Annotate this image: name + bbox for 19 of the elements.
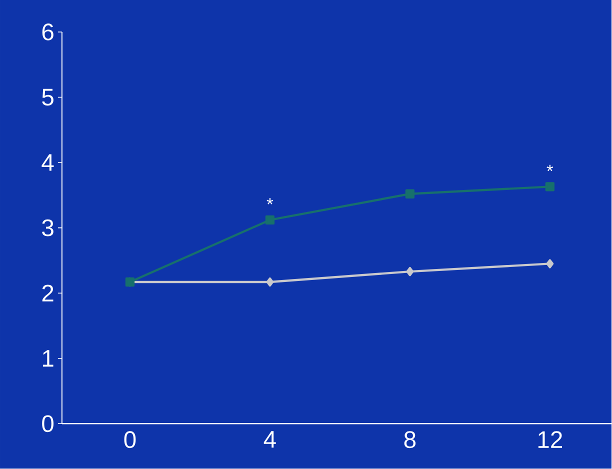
- point: [546, 259, 554, 268]
- x-tick-label: 8: [404, 431, 416, 448]
- point: [406, 267, 414, 276]
- x-tick-label: 12: [538, 431, 562, 448]
- x-tick-label: 4: [264, 431, 276, 448]
- point: [266, 278, 274, 287]
- y-tick-label: 1: [42, 350, 54, 367]
- annotation: *: [266, 198, 274, 205]
- annotation: *: [546, 165, 554, 172]
- point: [405, 189, 415, 199]
- y-tick-label: 3: [42, 220, 54, 236]
- y-tick-label: 0: [42, 415, 54, 432]
- point: [265, 216, 275, 225]
- y-tick-label: 2: [42, 284, 54, 302]
- point: [545, 182, 554, 192]
- y-tick-label: 5: [42, 89, 54, 106]
- x-tick-label: 0: [124, 431, 136, 448]
- y-tick-label: 4: [42, 154, 54, 171]
- y-tick-label: 6: [42, 24, 54, 41]
